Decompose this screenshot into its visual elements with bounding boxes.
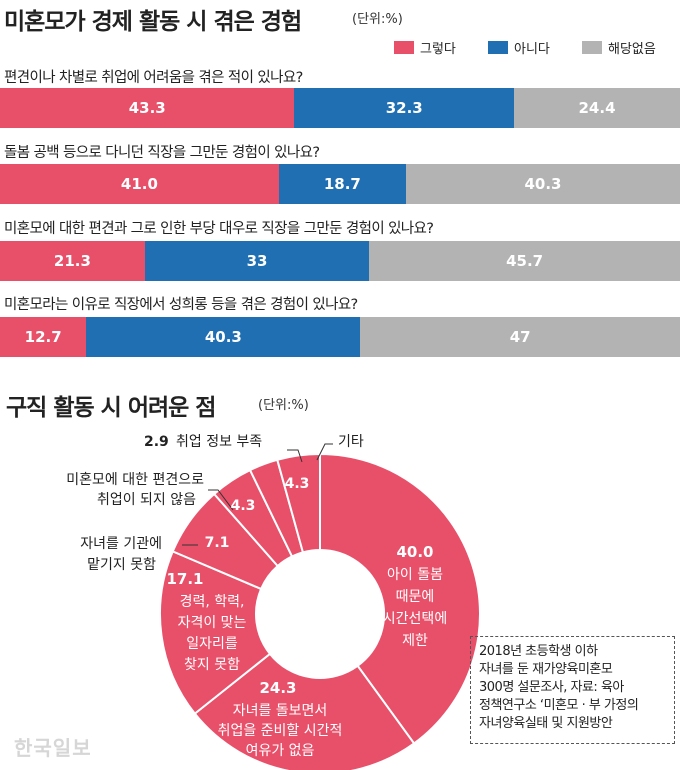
slice-text-24-2: 취업을 준비할 시간적 [218, 723, 343, 739]
slice-text-17-1: 경력, 학력, [180, 594, 245, 610]
bar-segment-no: 40.3 [86, 317, 361, 357]
donut-slice-3 [159, 550, 272, 716]
slice-value-bias: 4.3 [231, 498, 256, 514]
stacked-bar-2: 41.0 18.7 40.3 [0, 164, 680, 204]
leader-etc [316, 443, 333, 461]
bar-segment-na: 47 [360, 317, 680, 357]
legend-item-na: 해당없음 [582, 38, 656, 57]
leader-info [287, 449, 303, 463]
legend-swatch-na [582, 40, 602, 54]
slice-text-40-3: 시간선택에 [383, 611, 447, 627]
note-line-1: 2018년 초등학생 이하 [479, 644, 598, 659]
donut-slice-7 [276, 452, 321, 554]
unit-label: (단위:%) [352, 12, 403, 27]
bar-segment-no: 33 [144, 241, 370, 281]
callout-label-care-1: 자녀를 기관에 [80, 536, 162, 552]
slice-value-etc: 4.3 [285, 476, 310, 492]
question-2: 돌봄 공백 등으로 다니던 직장을 그만둔 경험이 있나요? [4, 145, 320, 161]
slice-text-24-3: 여유가 없음 [246, 743, 315, 759]
stacked-bar-1: 43.3 32.3 24.4 [0, 88, 680, 128]
note-line-4: 정책연구소 ‘미혼모 · 부 가정의 [479, 697, 639, 713]
legend-label-no: 아니다 [514, 41, 550, 57]
question-3: 미혼모에 대한 편견과 그로 인한 부당 대우로 직장을 그만둔 경험이 있나요… [4, 221, 434, 237]
chart-title: 미혼모가 경제 활동 시 겪은 경험 [4, 9, 302, 35]
watermark-logo: 한국일보 [14, 736, 92, 760]
donut-slice-1 [319, 452, 481, 745]
donut-unit-label: (단위:%) [258, 398, 309, 413]
callout-label-bias-1: 미혼모에 대한 편견으로 [66, 472, 204, 488]
stacked-bar-4: 12.7 40.3 47 [0, 317, 680, 357]
bar-segment-na: 45.7 [369, 241, 680, 281]
callout-value-info: 2.9 [144, 434, 169, 450]
slice-text-40-2: 때문에 [396, 589, 435, 605]
question-1: 편견이나 차별로 취업에 어려움을 겪은 적이 있나요? [4, 70, 303, 86]
bar-segment-no: 18.7 [278, 164, 406, 204]
callout-label-care-2: 맡기지 못함 [87, 557, 156, 573]
slice-text-40-4: 제한 [402, 633, 428, 649]
legend-item-yes: 그렇다 [394, 38, 456, 57]
slice-text-17-3: 일자리를 [186, 636, 238, 652]
legend-swatch-no [488, 40, 508, 54]
bar-segment-yes: 21.3 [0, 241, 145, 281]
bar-segment-yes: 43.3 [0, 88, 295, 128]
callout-label-info: 취업 정보 부족 [176, 434, 262, 450]
slice-value-7: 7.1 [205, 535, 230, 551]
legend-label-na: 해당없음 [608, 41, 656, 57]
donut-slice-2 [193, 652, 416, 770]
slice-value-24: 24.3 [259, 679, 296, 697]
bar-segment-no: 32.3 [294, 88, 515, 128]
stacked-bar-3: 21.3 33 45.7 [0, 241, 680, 281]
source-note: 2018년 초등학생 이하 자녀를 둔 재가양육미혼모 300명 설문조사, 자… [470, 636, 675, 744]
legend-label-yes: 그렇다 [420, 41, 456, 57]
slice-text-17-4: 찾지 못함 [184, 657, 240, 673]
slice-value-40: 40.0 [396, 543, 433, 561]
note-line-5: 자녀양육실태 및 지원방안 [479, 715, 613, 731]
slice-value-17: 17.1 [166, 570, 203, 588]
donut-title: 구직 활동 시 어려운 점 [6, 395, 216, 421]
callout-label-etc: 기타 [338, 434, 364, 450]
note-line-2: 자녀를 둔 재가양육미혼모 [479, 661, 613, 677]
callout-label-bias-2: 취업이 되지 않음 [97, 492, 196, 508]
legend-item-no: 아니다 [488, 38, 550, 57]
slice-text-17-2: 자격이 맞는 [178, 615, 247, 631]
bar-segment-yes: 12.7 [0, 317, 87, 357]
note-line-3: 300명 설문조사, 자료: 육아 [479, 679, 624, 695]
bar-segment-na: 24.4 [514, 88, 680, 128]
bar-segment-yes: 41.0 [0, 164, 279, 204]
question-4: 미혼모라는 이유로 직장에서 성희롱 등을 겪은 경험이 있나요? [4, 297, 358, 313]
slice-text-40-1: 아이 돌봄 [387, 567, 443, 583]
leader-bias [208, 489, 234, 511]
bar-segment-na: 40.3 [405, 164, 680, 204]
legend-swatch-yes [394, 40, 414, 54]
slice-text-24-1: 자녀를 돌보면서 [233, 703, 328, 719]
